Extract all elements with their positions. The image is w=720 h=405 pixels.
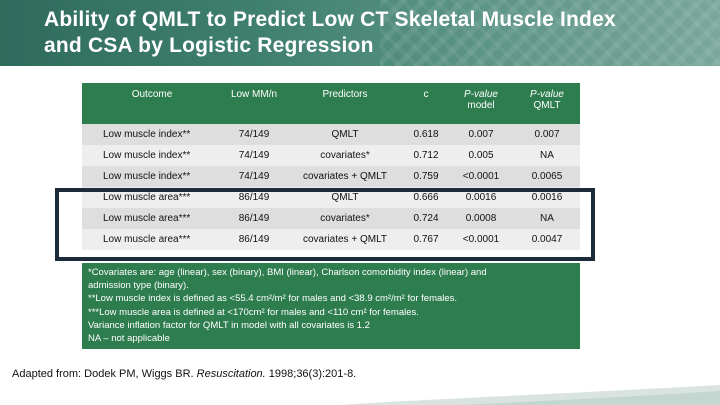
cell-c: 0.724 <box>413 213 439 224</box>
footnote-line: NA – not applicable <box>88 333 170 345</box>
cell-predictors: covariates* <box>320 213 370 224</box>
cell-p-model: <0.0001 <box>462 234 500 245</box>
footnote-line: **Low muscle index is defined as <55.4 c… <box>88 293 458 305</box>
header-pvalue-model-a: P-value <box>464 89 498 100</box>
cell-predictors: QMLT <box>331 129 359 140</box>
citation-journal: Resuscitation. <box>196 368 266 380</box>
slide-title-line2: and CSA by Logistic Regression <box>44 34 374 57</box>
slide-title-line1: Ability of QMLT to Predict Low CT Skelet… <box>44 8 616 31</box>
cell-c: 0.666 <box>413 192 439 203</box>
cell-outcome: Low muscle index** <box>103 129 191 140</box>
cell-c: 0.618 <box>413 129 439 140</box>
cell-predictors: covariates + QMLT <box>302 171 387 182</box>
footnote-line: *Covariates are: age (linear), sex (bina… <box>88 267 487 278</box>
cell-p-qmlt: 0.007 <box>534 129 560 140</box>
header-predictors: Predictors <box>322 89 368 100</box>
header-outcome: Outcome <box>131 89 173 100</box>
header-pvalue-qmlt-a: P-value <box>530 89 564 100</box>
cell-p-model: 0.0016 <box>465 192 497 203</box>
footnote-line: admission type (binary). <box>88 280 189 292</box>
header-low-mm: Low MM/n <box>230 89 278 100</box>
cell-outcome: Low muscle area*** <box>103 234 191 245</box>
cell-low-mm: 74/149 <box>238 129 270 140</box>
cell-p-qmlt: 0.0016 <box>531 192 563 203</box>
header-c: c <box>423 89 429 100</box>
cell-p-model: 0.005 <box>468 150 494 161</box>
cell-outcome: Low muscle index** <box>103 150 191 161</box>
footnote-line: ***Low muscle area is defined at <170cm²… <box>88 306 419 318</box>
cell-low-mm: 74/149 <box>238 150 270 161</box>
header-pvalue-qmlt: P-value QMLT <box>514 83 580 124</box>
header-pvalue-model-b: model <box>467 100 495 111</box>
cell-c: 0.712 <box>413 150 439 161</box>
table-row: Low muscle area*** 86/149 covariates* 0.… <box>82 208 580 229</box>
table-header-row: Outcome Low MM/n Predictors c P-value mo… <box>82 83 580 124</box>
table-row: Low muscle area*** 86/149 QMLT 0.666 0.0… <box>82 187 580 208</box>
results-table: Outcome Low MM/n Predictors c P-value mo… <box>82 83 580 250</box>
table-row: Low muscle area*** 86/149 covariates + Q… <box>82 229 580 250</box>
cell-c: 0.767 <box>413 234 439 245</box>
slide-header: Ability of QMLT to Predict Low CT Skelet… <box>0 0 720 66</box>
cell-outcome: Low muscle area*** <box>103 213 191 224</box>
header-pvalue-model: P-value model <box>448 83 514 124</box>
cell-predictors: covariates* <box>320 150 370 161</box>
cell-low-mm: 86/149 <box>238 213 270 224</box>
cell-p-model: 0.0008 <box>465 213 497 224</box>
source-citation: Adapted from: Dodek PM, Wiggs BR. Resusc… <box>12 368 356 380</box>
citation-suffix: 1998;36(3):201-8. <box>265 368 357 380</box>
results-table-container: Outcome Low MM/n Predictors c P-value mo… <box>82 83 580 250</box>
decorative-wave <box>340 385 720 405</box>
cell-p-qmlt: 0.0047 <box>531 234 563 245</box>
footnote-line: Variance inflation factor for QMLT in mo… <box>88 319 370 331</box>
cell-outcome: Low muscle index** <box>103 171 191 182</box>
cell-p-model: 0.007 <box>468 129 494 140</box>
citation-prefix: Adapted from: Dodek PM, Wiggs BR. <box>12 368 197 380</box>
cell-p-qmlt: NA <box>540 213 554 224</box>
muscle-area-highlight-box <box>55 188 595 261</box>
cell-c: 0.759 <box>413 171 439 182</box>
cell-p-qmlt: NA <box>540 150 554 161</box>
table-row: Low muscle index** 74/149 covariates* 0.… <box>82 145 580 166</box>
cell-low-mm: 74/149 <box>238 171 270 182</box>
header-pattern <box>380 0 720 66</box>
cell-outcome: Low muscle area*** <box>103 192 191 203</box>
slide-title: Ability of QMLT to Predict Low CT Skelet… <box>44 7 704 59</box>
table-row: Low muscle index** 74/149 covariates + Q… <box>82 166 580 187</box>
cell-predictors: QMLT <box>331 192 359 203</box>
cell-p-qmlt: 0.0065 <box>531 171 563 182</box>
cell-p-model: <0.0001 <box>462 171 500 182</box>
cell-predictors: covariates + QMLT <box>302 234 387 245</box>
table-row: Low muscle index** 74/149 QMLT 0.618 0.0… <box>82 124 580 145</box>
cell-low-mm: 86/149 <box>238 192 270 203</box>
cell-low-mm: 86/149 <box>238 234 270 245</box>
footnote-box: *Covariates are: age (linear), sex (bina… <box>82 263 580 349</box>
header-pvalue-qmlt-b: QMLT <box>533 100 561 111</box>
